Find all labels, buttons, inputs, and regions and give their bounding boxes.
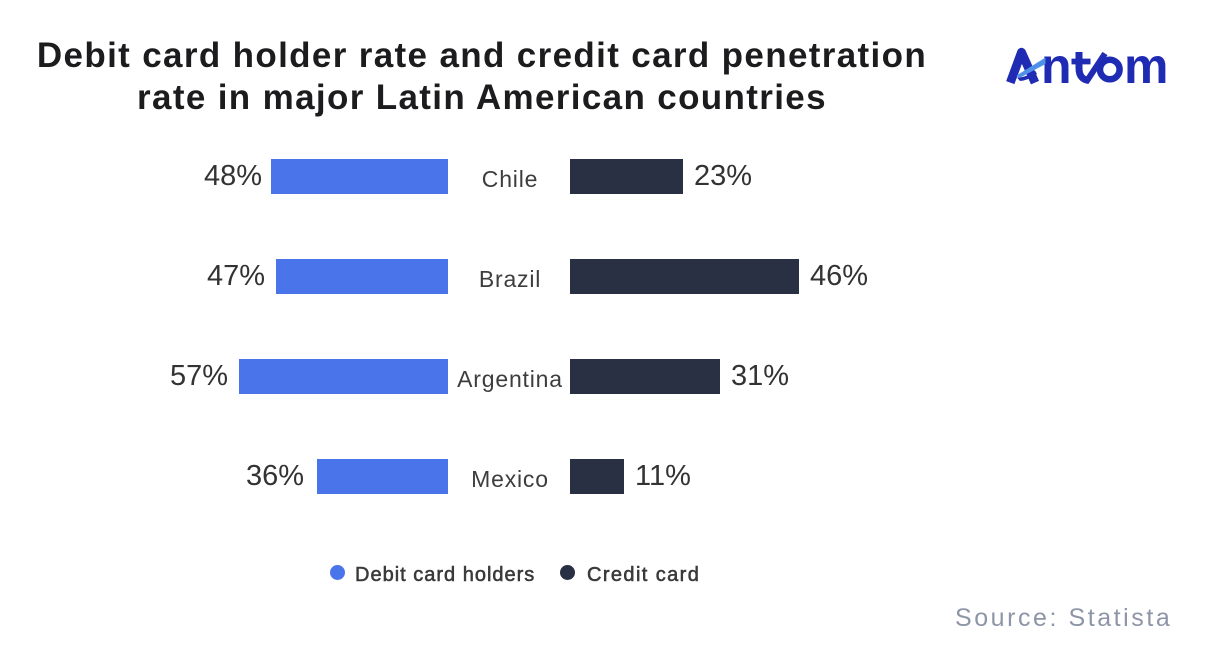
svg-text:n: n [1041, 40, 1072, 92]
svg-text:m: m [1124, 40, 1168, 92]
